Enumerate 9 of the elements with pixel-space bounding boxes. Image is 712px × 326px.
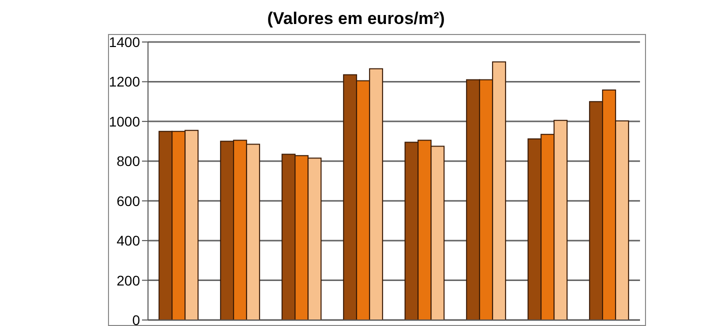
y-tick-label: 1400 (108, 34, 140, 50)
chart-title: (Valores em euros/m²) (266, 8, 446, 30)
y-tick-label: 800 (116, 153, 140, 170)
y-tick-label: 0 (132, 312, 140, 326)
y-tick-label: 600 (116, 192, 140, 209)
y-tick-label: 400 (116, 232, 140, 249)
y-tick-label: 200 (116, 272, 140, 288)
y-tick-label: 1000 (108, 113, 140, 130)
y-tick-label: 1200 (108, 74, 140, 90)
